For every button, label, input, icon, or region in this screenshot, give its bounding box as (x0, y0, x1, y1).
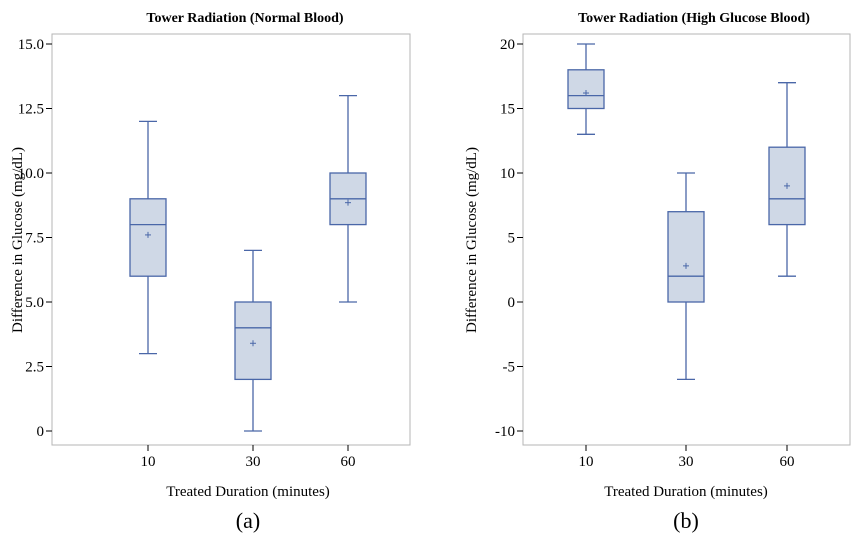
x-axis-b: 10 30 60 (579, 445, 795, 470)
boxes-b (567, 43, 806, 381)
y-axis-b: -10 -5 0 5 10 15 20 (495, 37, 523, 440)
y-tick-label: 0 (37, 424, 45, 440)
y-tick-label: 15.0 (18, 37, 44, 53)
y-tick-label: 5.0 (25, 295, 44, 311)
box-plot-60 (768, 82, 806, 277)
boxes-a (129, 94, 367, 432)
y-tick-label: 5 (508, 231, 516, 247)
y-tick-label: 7.5 (25, 231, 44, 247)
y-axis-label-a: Difference in Glucose (mg/dL) (10, 147, 26, 333)
y-tick-label: 20 (500, 37, 515, 53)
x-tick-label: 10 (579, 454, 594, 470)
y-axis-label-b: Difference in Glucose (mg/dL) (464, 147, 480, 333)
x-axis-label-a: Treated Duration (minutes) (166, 484, 330, 500)
x-axis-label-b: Treated Duration (minutes) (604, 484, 768, 500)
box-plot-10 (129, 120, 167, 355)
chart-panel-a: Tower Radiation (Normal Blood) 0 2.5 5.0 7.… (10, 11, 411, 533)
box-plot-30 (234, 249, 272, 432)
chart-title-b: Tower Radiation (High Glucose Blood) (578, 11, 810, 26)
y-axis-a: 0 2.5 5.0 7.5 10.0 12.5 15.0 (18, 37, 52, 440)
caption-b: (b) (673, 508, 699, 533)
y-tick-label: 10.0 (18, 166, 44, 182)
x-tick-label: 60 (780, 454, 795, 470)
y-tick-label: 0 (508, 295, 516, 311)
y-tick-label: 10 (500, 166, 515, 182)
iqr-box (667, 211, 705, 303)
iqr-box (234, 301, 272, 381)
y-tick-label: 2.5 (25, 360, 44, 376)
x-tick-label: 30 (246, 454, 261, 470)
y-tick-label: 15 (500, 102, 515, 118)
x-axis-a: 10 30 60 (141, 445, 356, 470)
box-plot-30 (667, 172, 705, 381)
x-tick-label: 10 (141, 454, 156, 470)
x-tick-label: 60 (341, 454, 356, 470)
box-plot-60 (329, 94, 367, 303)
y-tick-label: -10 (495, 424, 515, 440)
y-tick-label: 12.5 (18, 102, 44, 118)
box-plot-10 (567, 43, 605, 135)
chart-title-a: Tower Radiation (Normal Blood) (146, 11, 344, 26)
x-tick-label: 30 (679, 454, 694, 470)
caption-a: (a) (236, 508, 260, 533)
y-tick-label: -5 (503, 360, 516, 376)
iqr-box (567, 69, 605, 110)
chart-panel-b: Tower Radiation (High Glucose Blood) -10… (464, 11, 851, 533)
plot-frame-a (51, 33, 411, 446)
